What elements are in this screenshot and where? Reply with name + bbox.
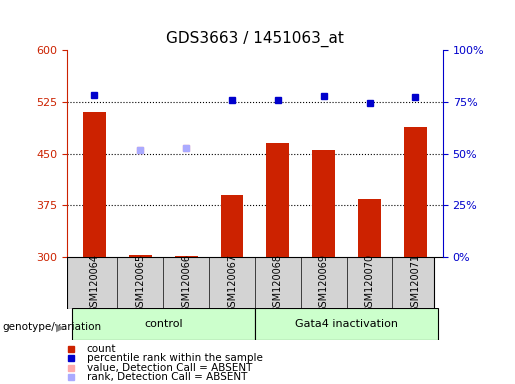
Text: rank, Detection Call = ABSENT: rank, Detection Call = ABSENT [87, 372, 247, 382]
Bar [175, 256, 198, 257]
Bar [358, 199, 381, 257]
Text: GSM120071: GSM120071 [410, 254, 420, 313]
Text: value, Detection Call = ABSENT: value, Detection Call = ABSENT [87, 363, 252, 373]
Bar [255, 308, 438, 340]
Bar [312, 150, 335, 257]
Text: percentile rank within the sample: percentile rank within the sample [87, 353, 263, 363]
Text: genotype/variation: genotype/variation [3, 322, 101, 332]
Text: GSM120064: GSM120064 [90, 254, 99, 313]
Bar [220, 195, 244, 257]
Bar [83, 112, 106, 257]
Bar [404, 127, 427, 257]
Bar [72, 308, 255, 340]
Title: GDS3663 / 1451063_at: GDS3663 / 1451063_at [166, 31, 344, 47]
Text: GSM120067: GSM120067 [227, 254, 237, 313]
Text: GSM120069: GSM120069 [319, 254, 329, 313]
Text: GSM120066: GSM120066 [181, 254, 191, 313]
Bar [129, 255, 152, 257]
Text: GSM120065: GSM120065 [135, 254, 145, 313]
Text: GSM120070: GSM120070 [365, 254, 374, 313]
Text: ▶: ▶ [56, 322, 64, 332]
Text: count: count [87, 344, 116, 354]
Text: GSM120068: GSM120068 [273, 254, 283, 313]
Bar [266, 143, 289, 257]
Text: Gata4 inactivation: Gata4 inactivation [295, 319, 398, 329]
Text: control: control [144, 319, 182, 329]
